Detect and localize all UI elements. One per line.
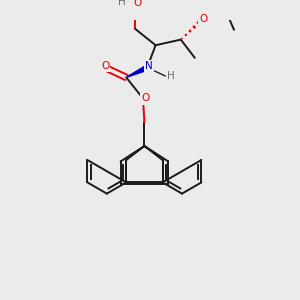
Polygon shape (126, 65, 148, 77)
Text: O: O (141, 93, 149, 103)
Text: O: O (101, 61, 109, 71)
Text: H: H (167, 71, 175, 81)
Text: H: H (118, 0, 126, 7)
Text: N: N (145, 61, 152, 71)
Text: O: O (199, 14, 207, 24)
Text: O: O (133, 0, 142, 8)
